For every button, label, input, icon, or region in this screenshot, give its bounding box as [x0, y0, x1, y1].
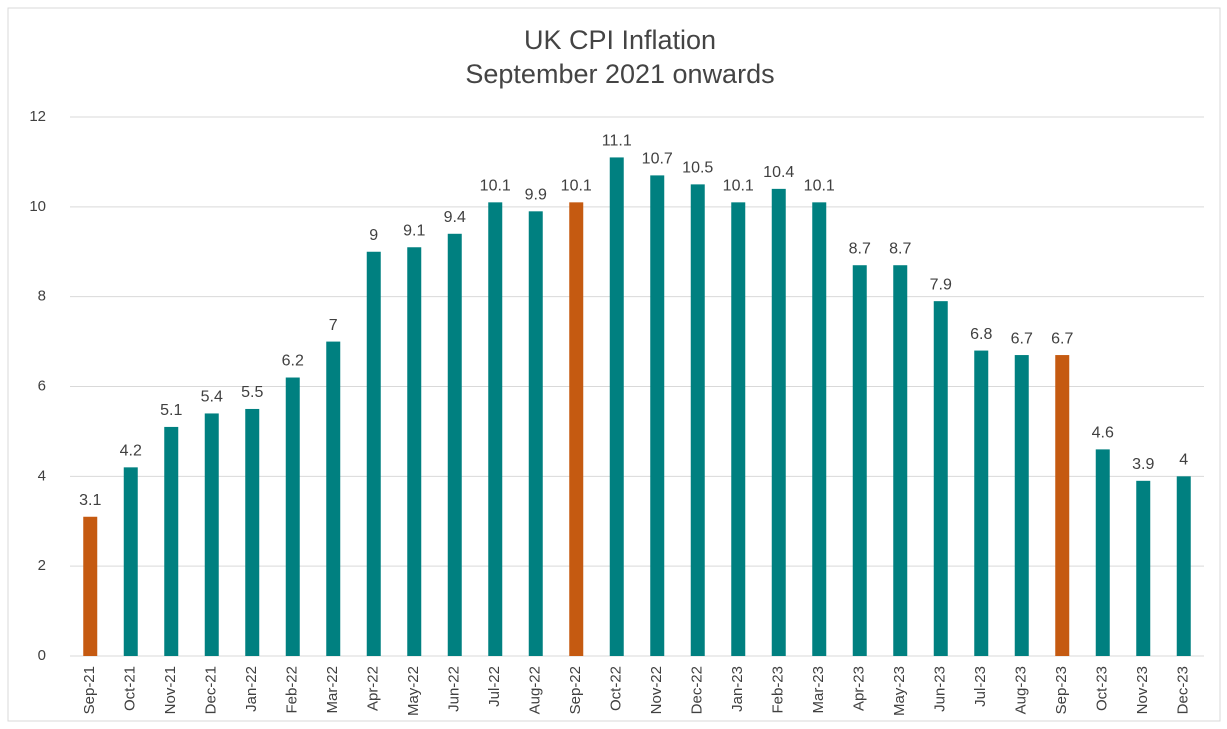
bar: [812, 202, 827, 656]
bar: [1014, 355, 1029, 656]
value-label: 10.4: [763, 164, 794, 181]
x-tick-label: Oct-22: [608, 666, 625, 711]
x-tick-label: Dec-22: [689, 666, 706, 714]
x-tick-label: Mar-22: [324, 666, 341, 714]
x-tick-label: May-22: [405, 666, 422, 716]
bar: [609, 157, 624, 657]
value-label: 6.8: [970, 326, 992, 343]
x-tick-label: Apr-23: [851, 666, 868, 711]
value-label: 10.7: [642, 151, 673, 168]
x-tick-label: Jan-23: [729, 666, 746, 712]
value-label: 11.1: [602, 133, 632, 150]
x-tick-label: Oct-21: [122, 666, 139, 711]
x-tick-label: Dec-23: [1175, 666, 1192, 714]
bar: [285, 377, 300, 656]
bar: [164, 426, 179, 656]
bar: [650, 175, 665, 656]
y-tick-label: 4: [38, 467, 46, 484]
bar: [771, 188, 786, 656]
bar: [407, 247, 422, 656]
bar: [1136, 480, 1151, 656]
bar: [447, 233, 462, 657]
value-label: 9.4: [444, 209, 466, 226]
value-label: 3.9: [1132, 456, 1154, 473]
y-tick-label: 10: [29, 198, 46, 215]
value-label: 9.1: [403, 222, 425, 239]
value-label: 10.1: [804, 178, 835, 195]
x-tick-label: Feb-22: [284, 666, 301, 714]
value-label: 9: [369, 227, 378, 244]
value-label: 4.2: [120, 443, 142, 460]
bar: [974, 350, 989, 656]
bar: [1055, 355, 1070, 656]
bar: [1176, 476, 1191, 656]
bar: [569, 202, 584, 656]
value-label: 8.7: [889, 240, 911, 257]
x-tick-label: Sep-23: [1053, 666, 1070, 714]
x-tick-label: Jul-23: [972, 666, 989, 707]
bar: [1095, 449, 1110, 656]
chart-subtitle: September 2021 onwards: [465, 59, 774, 89]
value-label: 6.7: [1051, 330, 1073, 347]
y-tick-label: 8: [38, 288, 46, 305]
bar: [852, 265, 867, 656]
value-label: 10.5: [682, 160, 713, 177]
bar: [528, 211, 543, 656]
x-tick-label: Jun-23: [932, 666, 949, 712]
value-label: 5.5: [241, 384, 263, 401]
x-tick-label: Aug-23: [1013, 666, 1030, 714]
value-label: 10.1: [480, 178, 511, 195]
x-tick-label: Jul-22: [486, 666, 503, 707]
value-label: 6.2: [282, 353, 304, 370]
x-tick-label: Sep-22: [567, 666, 584, 714]
bar: [326, 341, 341, 656]
y-tick-label: 12: [29, 108, 46, 125]
bar: [204, 413, 219, 656]
x-tick-label: Mar-23: [810, 666, 827, 714]
bar: [83, 516, 98, 656]
x-tick-label: May-23: [891, 666, 908, 716]
value-label: 4.6: [1092, 425, 1114, 442]
value-label: 10.1: [561, 178, 592, 195]
y-tick-label: 2: [38, 557, 46, 574]
bar: [488, 202, 503, 656]
x-tick-label: Nov-21: [162, 666, 179, 714]
x-tick-label: Jan-22: [243, 666, 260, 712]
bar: [690, 184, 705, 656]
value-label: 5.1: [160, 402, 182, 419]
bar: [366, 251, 381, 656]
chart-title: UK CPI Inflation: [524, 25, 716, 55]
bar: [731, 202, 746, 656]
value-label: 10.1: [723, 178, 754, 195]
value-label: 9.9: [525, 187, 547, 204]
x-tick-label: Feb-23: [770, 666, 787, 714]
bar: [245, 408, 260, 656]
x-tick-label: Dec-21: [203, 666, 220, 714]
value-label: 8.7: [849, 240, 871, 257]
value-label: 5.4: [201, 389, 223, 406]
value-label: 3.1: [79, 492, 101, 509]
x-tick-label: Sep-21: [81, 666, 98, 714]
value-label: 6.7: [1011, 330, 1033, 347]
y-tick-label: 0: [38, 647, 46, 664]
bar: [933, 301, 948, 656]
x-tick-label: Jun-22: [446, 666, 463, 712]
bar: [893, 265, 908, 656]
x-tick-label: Oct-23: [1094, 666, 1111, 711]
y-tick-label: 6: [38, 377, 46, 394]
value-label: 4: [1179, 452, 1188, 469]
x-tick-label: Apr-22: [365, 666, 382, 711]
x-tick-label: Aug-22: [527, 666, 544, 714]
value-label: 7.9: [930, 276, 952, 293]
x-tick-label: Nov-22: [648, 666, 665, 714]
bar: [123, 467, 138, 656]
x-tick-label: Nov-23: [1134, 666, 1151, 714]
value-label: 7: [329, 317, 338, 334]
